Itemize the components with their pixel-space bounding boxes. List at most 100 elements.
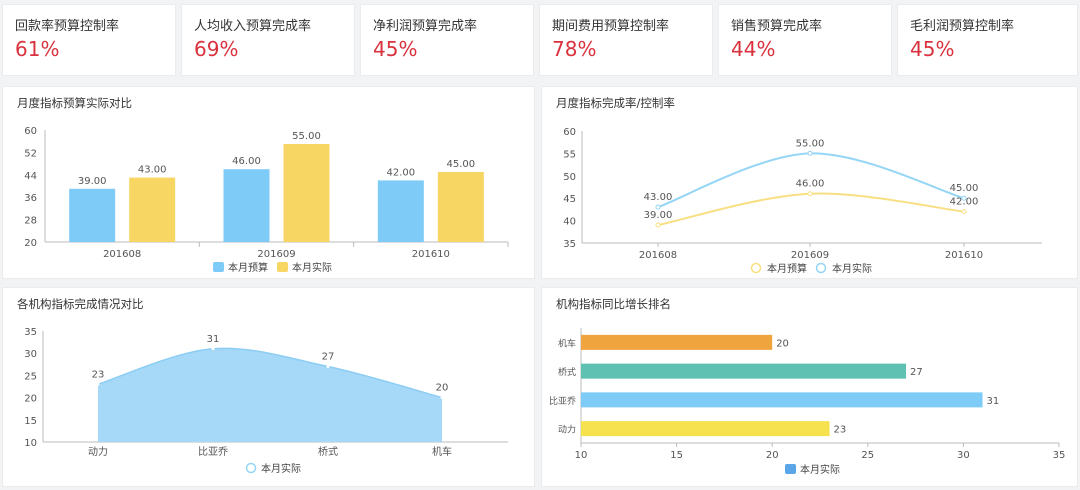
data-point [655, 204, 661, 210]
legend-swatch [785, 464, 796, 474]
point-data-label: 43.00 [644, 192, 673, 203]
point-data-label: 46.00 [796, 179, 825, 190]
area-fill [98, 348, 442, 442]
y-tick-label: 35 [24, 327, 37, 338]
legend-label: 本月预算 [228, 261, 268, 274]
y-tick-label: 桥式 [558, 366, 576, 378]
panel-title: 各机构指标完成情况对比 [17, 297, 144, 311]
data-point [961, 195, 967, 201]
legend-swatch [245, 462, 257, 474]
data-point [326, 365, 330, 369]
kpi-value: 44% [731, 37, 776, 61]
panel-title: 月度指标预算实际对比 [17, 96, 132, 110]
x-tick-label: 201609 [257, 249, 295, 260]
point-data-label: 39.00 [644, 210, 673, 221]
bar-201609-0 [223, 169, 270, 242]
kpi-card-6: 毛利润预算控制率 45% [897, 4, 1078, 76]
kpi-label: 销售预算完成率 [731, 19, 823, 34]
bar-201608-0 [69, 188, 116, 242]
y-tick-label: 55 [563, 149, 576, 160]
bar-data-label: 23 [834, 425, 847, 436]
y-tick-label: 50 [563, 172, 576, 183]
data-point [211, 347, 215, 351]
hbar-0 [581, 334, 773, 350]
legend-label: 本月实际 [261, 462, 301, 475]
kpi-value: 45% [910, 37, 955, 61]
hbar-2 [581, 392, 983, 408]
panel-org-area: 各机构指标完成情况对比 10 15 20 25 30 35 动力 比亚乔 桥式 机车 23 31 27 2… [2, 287, 535, 487]
y-tick-label: 25 [24, 371, 37, 382]
kpi-card-1: 回款率预算控制率 61% [2, 4, 176, 76]
x-tick-label: 机车 [432, 445, 452, 458]
legend-label: 本月实际 [292, 261, 332, 274]
x-tick-label: 15 [670, 450, 683, 461]
x-tick-label: 201610 [945, 250, 983, 261]
bar-data-label: 39.00 [78, 176, 107, 187]
kpi-card-2: 人均收入预算完成率 69% [181, 4, 355, 76]
bar-data-label: 45.00 [447, 159, 476, 170]
kpi-label: 期间费用预算控制率 [552, 19, 670, 34]
series-line-0 [657, 192, 965, 227]
panel-title: 月度指标完成率/控制率 [556, 96, 675, 110]
panel-org-rank: 机构指标同比增长排名 10 15 20 25 30 35 机车 20 桥式 27 比亚乔 31 动力 23… [541, 287, 1078, 487]
point-data-label: 27 [322, 352, 335, 363]
bar-201610-0 [377, 180, 424, 242]
x-tick-label: 201609 [791, 250, 829, 261]
kpi-label: 毛利润预算控制率 [910, 19, 1015, 34]
y-tick-label: 44 [24, 171, 37, 182]
y-tick-label: 20 [24, 394, 37, 405]
x-tick-label: 35 [1053, 450, 1066, 461]
y-tick-label: 45 [563, 194, 576, 205]
legend-label: 本月预算 [767, 262, 807, 275]
bar-data-label: 20 [776, 338, 789, 349]
y-tick-label: 40 [563, 217, 576, 228]
kpi-label: 回款率预算控制率 [15, 19, 120, 34]
monthly-bar-chart: 20 28 36 44 52 60 201608 39.00 43.00 201609 46.00 5… [24, 126, 509, 274]
data-point [807, 150, 813, 156]
bar-data-label: 27 [910, 367, 923, 378]
y-tick-label: 20 [24, 238, 37, 249]
y-tick-label: 机车 [558, 337, 576, 349]
y-tick-label: 28 [24, 216, 37, 227]
kpi-value: 78% [552, 37, 597, 61]
legend-swatch [815, 262, 827, 274]
x-tick-label: 201608 [639, 250, 677, 261]
x-tick-label: 201610 [412, 249, 450, 260]
monthly-line-chart: 35 40 45 50 55 60 201608 201609 201610 39.00 46.00… [563, 127, 1042, 275]
point-data-label: 42.00 [950, 197, 979, 208]
x-tick-label: 动力 [88, 445, 108, 458]
y-tick-label: 60 [24, 126, 37, 137]
org-area-chart: 10 15 20 25 30 35 动力 比亚乔 桥式 机车 23 31 27 20 本月实际 [24, 327, 508, 475]
bar-data-label: 31 [987, 396, 1000, 407]
point-data-label: 23 [92, 369, 105, 380]
x-tick-label: 25 [861, 450, 874, 461]
data-point [961, 209, 967, 215]
point-data-label: 55.00 [796, 138, 825, 149]
legend-label: 本月实际 [832, 262, 872, 275]
bar-201608-1 [129, 177, 176, 242]
bar-201609-1 [283, 144, 330, 242]
y-tick-label: 36 [24, 193, 37, 204]
data-point [96, 382, 100, 386]
bar-201610-1 [437, 172, 484, 242]
kpi-card-4: 期间费用预算控制率 78% [539, 4, 713, 76]
panel-monthly-line: 月度指标完成率/控制率 35 40 45 50 55 60 201608 201609 2016… [541, 86, 1078, 279]
y-tick-label: 动力 [558, 424, 576, 436]
area-line [97, 347, 443, 399]
legend-swatch [277, 262, 288, 272]
hbar-3 [581, 421, 830, 437]
legend-swatch [750, 262, 762, 274]
org-rank-chart: 10 15 20 25 30 35 机车 20 桥式 27 比亚乔 31 动力 23 本月实际 [549, 328, 1066, 476]
legend-label: 本月实际 [800, 463, 840, 476]
x-tick-label: 30 [957, 450, 970, 461]
y-tick-label: 60 [563, 127, 576, 138]
bar-data-label: 42.00 [387, 167, 416, 178]
bar-data-label: 43.00 [138, 165, 167, 176]
data-point [655, 222, 661, 228]
kpi-label: 净利润预算完成率 [373, 19, 478, 34]
bar-data-label: 46.00 [232, 156, 261, 167]
bar-data-label: 55.00 [292, 131, 321, 142]
hbar-1 [581, 363, 907, 379]
legend-swatch [213, 262, 224, 272]
y-tick-label: 52 [24, 148, 37, 159]
